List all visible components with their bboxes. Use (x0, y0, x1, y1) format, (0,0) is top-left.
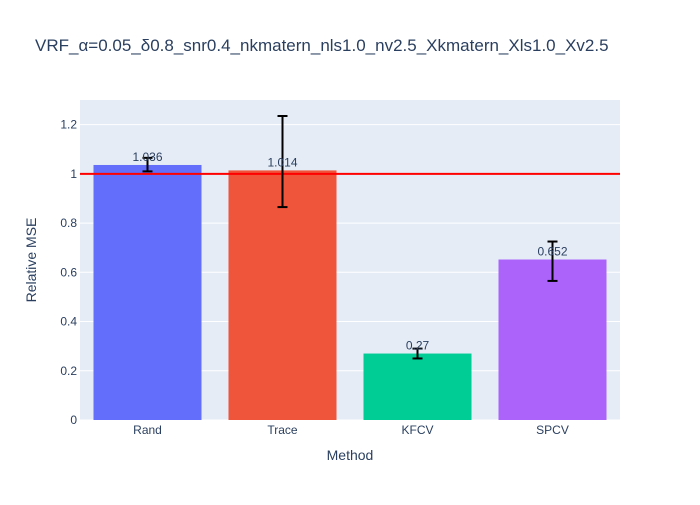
y-tick-label: 0.2 (60, 364, 77, 378)
error-bar-rand (142, 156, 153, 173)
x-tick-label: KFCV (401, 423, 433, 437)
data-labels: 1.036 1.014 0.27 0.652 (132, 150, 567, 353)
x-tick-label: Rand (133, 423, 162, 437)
y-axis-ticks: 0 0.2 0.4 0.6 0.8 1 1.2 (60, 118, 77, 427)
error-bar-spcv (547, 240, 558, 282)
y-tick-label: 0 (70, 413, 77, 427)
y-tick-label: 1.2 (60, 118, 77, 132)
y-axis-label: Relative MSE (23, 218, 39, 303)
x-axis-ticks: Rand Trace KFCV SPCV (133, 423, 569, 437)
data-label-rand: 1.036 (132, 150, 162, 164)
bar-spcv (498, 259, 607, 420)
y-tick-label: 0.4 (60, 315, 77, 329)
y-tick-label: 1 (70, 167, 77, 181)
bar-rand (93, 164, 202, 420)
x-tick-label: SPCV (536, 423, 569, 437)
data-label-spcv: 0.652 (537, 245, 567, 259)
chart-title: VRF_α=0.05_δ0.8_snr0.4_nkmatern_nls1.0_n… (35, 36, 609, 55)
error-bars (142, 115, 558, 360)
bar-trace (228, 170, 337, 420)
x-axis-label: Method (327, 447, 374, 463)
x-tick-label: Trace (267, 423, 298, 437)
bar-kfcv (363, 353, 472, 420)
y-tick-label: 0.8 (60, 216, 77, 230)
data-label-kfcv: 0.27 (406, 339, 430, 353)
data-label-trace: 1.014 (267, 155, 297, 169)
error-bar-kfcv (412, 347, 423, 360)
bars (93, 164, 607, 420)
error-bar-trace (277, 115, 288, 209)
y-tick-label: 0.6 (60, 265, 77, 279)
